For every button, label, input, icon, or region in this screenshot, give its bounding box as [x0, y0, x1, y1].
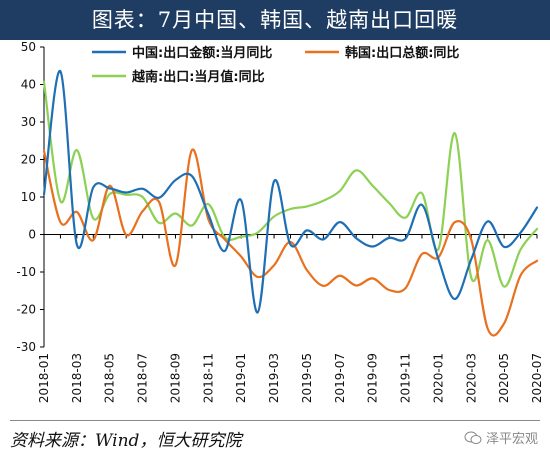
- series-line-2: [42, 80, 539, 288]
- y-tick-label: 0: [28, 228, 36, 242]
- y-tick-label: 30: [21, 115, 36, 129]
- y-tick-label: -20: [16, 303, 36, 317]
- axes: -30 -20 -10 0 10 20 30 40 50 2018-01 2018-03 2018-0…: [16, 40, 544, 403]
- x-tick-label: 2020-07: [530, 353, 544, 403]
- x-tick-label: 2018-09: [168, 353, 182, 403]
- legend-label-0: 中国:出口金额:当月同比: [132, 45, 272, 61]
- x-tick-label: 2018-07: [136, 353, 150, 403]
- x-tick-label: 2018-01: [37, 353, 51, 403]
- y-tick-label: 50: [21, 40, 36, 54]
- series-lines: [42, 70, 539, 337]
- x-tick-label: 2018-03: [70, 353, 84, 403]
- series-line-0: [42, 70, 539, 314]
- x-tick-label: 2019-09: [366, 353, 380, 403]
- x-tick-label: 2020-01: [431, 353, 445, 403]
- chart-title: 图表：7月中国、韩国、越南出口回暖: [91, 8, 459, 32]
- y-tick-label: -30: [16, 340, 36, 354]
- x-tick-label: 2020-05: [497, 353, 511, 403]
- x-tick-label: 2019-01: [234, 353, 248, 403]
- legend-label-1: 韩国:出口总额:同比: [345, 45, 459, 61]
- x-tick-label: 2019-05: [300, 353, 314, 403]
- wechat-icon: [464, 431, 482, 444]
- x-tick-label: 2019-07: [333, 353, 347, 403]
- source-note: 资料来源：Wind，恒大研究院: [10, 431, 242, 451]
- x-tick-label: 2019-03: [267, 353, 281, 403]
- chart-area: -30 -20 -10 0 10 20 30 40 50 2018-01 2018-03 2018-0…: [16, 40, 544, 403]
- x-tick-label: 2019-11: [399, 353, 413, 403]
- x-tick-label: 2018-05: [103, 353, 117, 403]
- series-line-1: [42, 148, 539, 337]
- title-bar: [0, 0, 550, 40]
- watermark: 泽平宏观: [464, 428, 538, 447]
- watermark-text: 泽平宏观: [485, 432, 538, 447]
- footer-divider: [10, 420, 540, 421]
- y-tick-label: 40: [21, 78, 36, 92]
- x-tick-label: 2018-11: [201, 353, 215, 403]
- y-tick-label: 10: [21, 190, 36, 204]
- x-tick-label: 2020-03: [464, 353, 478, 403]
- y-tick-label: 20: [21, 153, 36, 167]
- y-tick-label: -10: [16, 265, 36, 279]
- legend-label-2: 越南:出口:当月值:同比: [131, 69, 265, 85]
